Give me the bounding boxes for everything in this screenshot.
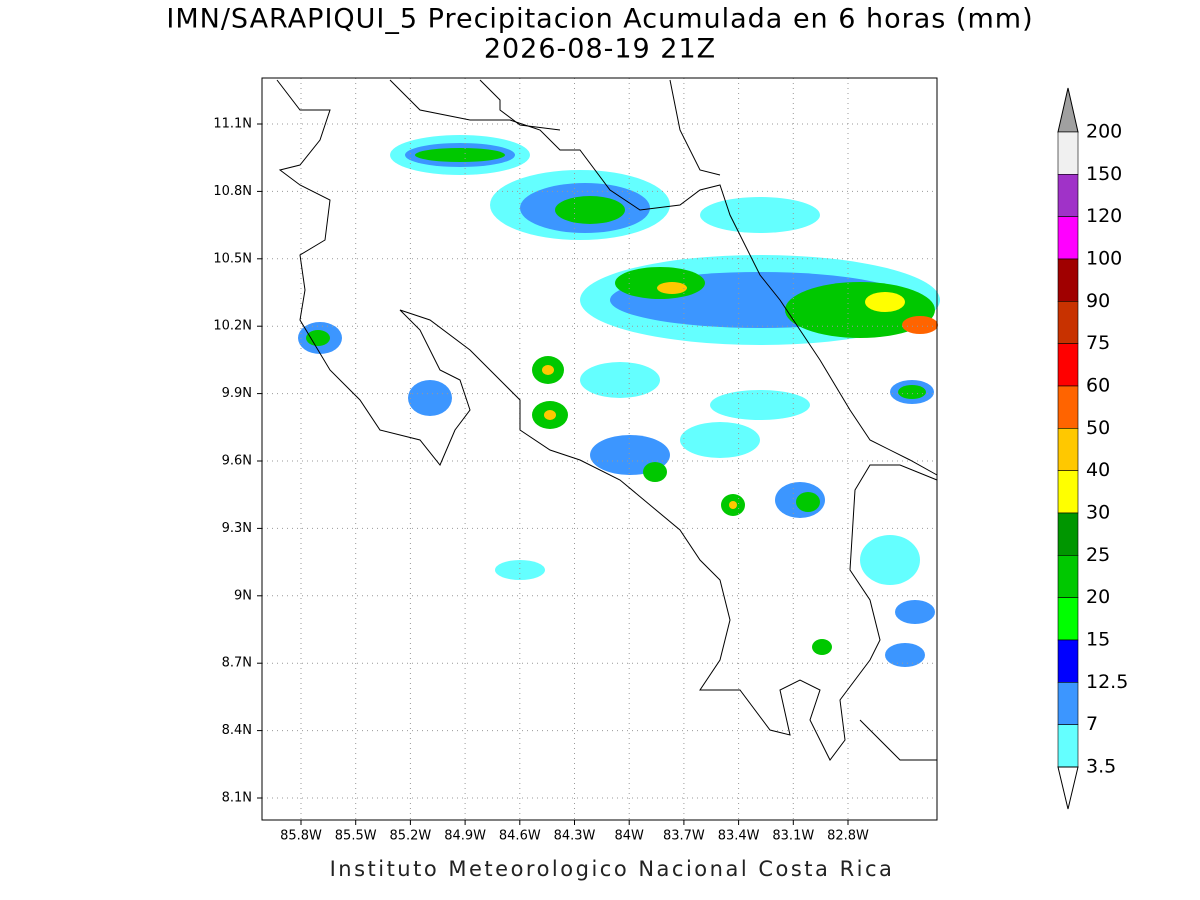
lat-label: 11.1N <box>213 117 252 132</box>
subtitle: 2026-08-19 21Z <box>484 34 716 65</box>
lat-label: 8.4N <box>222 723 252 738</box>
colorbar-label: 20 <box>1086 586 1110 608</box>
map-frame <box>261 77 938 821</box>
lat-label: 9.9N <box>222 386 252 401</box>
lat-label: 9.6N <box>222 454 252 469</box>
lon-label: 83.4W <box>718 829 760 844</box>
colorbar-segment <box>1057 639 1079 683</box>
colorbar-segment <box>1057 512 1079 556</box>
precipitation-field <box>298 135 940 667</box>
lon-label: 84.9W <box>444 829 486 844</box>
lon-label: 85.8W <box>280 829 322 844</box>
lon-label: 84.6W <box>499 829 541 844</box>
lon-label: 85.5W <box>335 829 377 844</box>
colorbar-segment <box>1057 428 1079 471</box>
lon-label: 85.2W <box>389 829 431 844</box>
colorbar-segment <box>1057 343 1079 387</box>
colorbar-label: 12.5 <box>1086 671 1128 693</box>
colorbar-label: 75 <box>1086 332 1110 354</box>
lon-label: 84W <box>614 829 644 844</box>
colorbar-segment <box>1057 597 1079 641</box>
colorbar-segment <box>1057 258 1079 302</box>
lat-label: 8.1N <box>222 791 252 806</box>
lat-label: 9.3N <box>222 521 252 536</box>
colorbar-label: 120 <box>1086 205 1122 227</box>
colorbar-label: 25 <box>1086 544 1110 566</box>
colorbar-over <box>1057 87 1079 133</box>
colorbar-label: 50 <box>1086 417 1110 439</box>
colorbar-label: 150 <box>1086 163 1122 185</box>
colorbar-label: 3.5 <box>1086 756 1116 778</box>
coastline <box>276 79 938 761</box>
lon-label: 83.7W <box>663 829 705 844</box>
colorbar-segment <box>1057 385 1079 429</box>
colorbar-segment <box>1057 555 1079 598</box>
lat-label: 10.2N <box>213 319 252 334</box>
lat-label: 8.7N <box>222 656 252 671</box>
colorbar-segment <box>1057 724 1079 768</box>
colorbar-label: 60 <box>1086 375 1110 397</box>
lat-label: 9N <box>234 588 252 603</box>
colorbar-label: 40 <box>1086 459 1110 481</box>
colorbar-label: 90 <box>1086 290 1110 312</box>
lon-label: 84.3W <box>554 829 596 844</box>
colorbar-segment <box>1057 216 1079 260</box>
lat-label: 10.8N <box>213 184 252 199</box>
footer: Instituto Meteorologico Nacional Costa R… <box>330 857 895 881</box>
graticule <box>257 78 937 825</box>
colorbar-label: 15 <box>1086 629 1110 651</box>
colorbar-label: 7 <box>1086 713 1098 735</box>
lon-label: 82.8W <box>827 829 869 844</box>
colorbar-segment <box>1057 301 1079 344</box>
colorbar-segment <box>1057 131 1079 175</box>
colorbar-under <box>1057 766 1079 810</box>
colorbar-segment <box>1057 682 1079 725</box>
colorbar-segment <box>1057 470 1079 514</box>
colorbar: 200 150 120 100 90 75 60 50 40 30 25 20 15 12.5 7 3.5 <box>1057 87 1128 810</box>
lon-label: 83.1W <box>772 829 814 844</box>
colorbar-label: 200 <box>1086 121 1122 143</box>
lat-label: 10.5N <box>213 251 252 266</box>
title: IMN/SARAPIQUI_5 Precipitacion Acumulada … <box>166 4 1033 35</box>
colorbar-segment <box>1057 174 1079 217</box>
colorbar-label: 30 <box>1086 502 1110 524</box>
colorbar-label: 100 <box>1086 248 1122 270</box>
